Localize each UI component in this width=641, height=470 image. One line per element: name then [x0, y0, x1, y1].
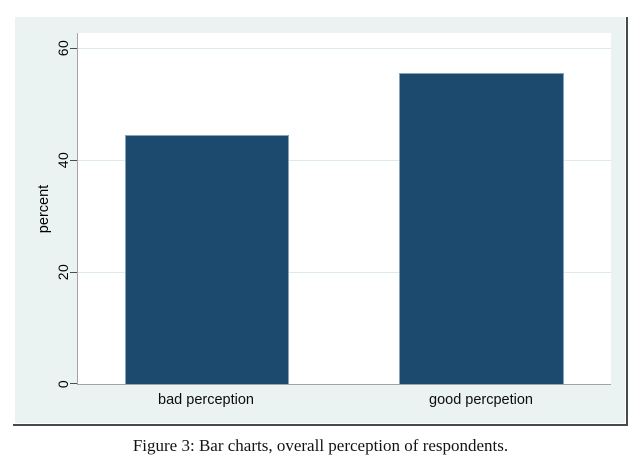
y-tickmark-60: [70, 47, 77, 49]
bar-chart: percent 0 20 40 60 bad perception good perc…: [15, 17, 625, 423]
x-category-label-bad: bad perception: [158, 392, 254, 408]
y-axis-ticks: 0 20 40 60: [15, 33, 77, 388]
bar-bad-perception: [125, 135, 289, 384]
gridline-60: [78, 47, 611, 49]
y-ticklabel-60: 60: [55, 39, 71, 57]
figure-caption: Figure 3: Bar charts, overall perception…: [132, 436, 509, 455]
y-ticklabel-40: 40: [55, 151, 71, 169]
y-tickmark-20: [70, 271, 77, 273]
gridline-40: [78, 159, 611, 161]
gridline-20: [78, 271, 611, 273]
y-tickmark-0: [70, 383, 77, 384]
figure-border-right: [626, 17, 628, 425]
y-ticklabel-0: 0: [55, 379, 71, 389]
bar-good-percpetion: [399, 73, 564, 384]
x-category-label-good: good percpetion: [429, 392, 533, 408]
plot-area: [77, 33, 611, 385]
y-ticklabel-20: 20: [55, 263, 71, 281]
y-tickmark-40: [70, 159, 77, 161]
figure-border-bottom: [13, 424, 628, 426]
